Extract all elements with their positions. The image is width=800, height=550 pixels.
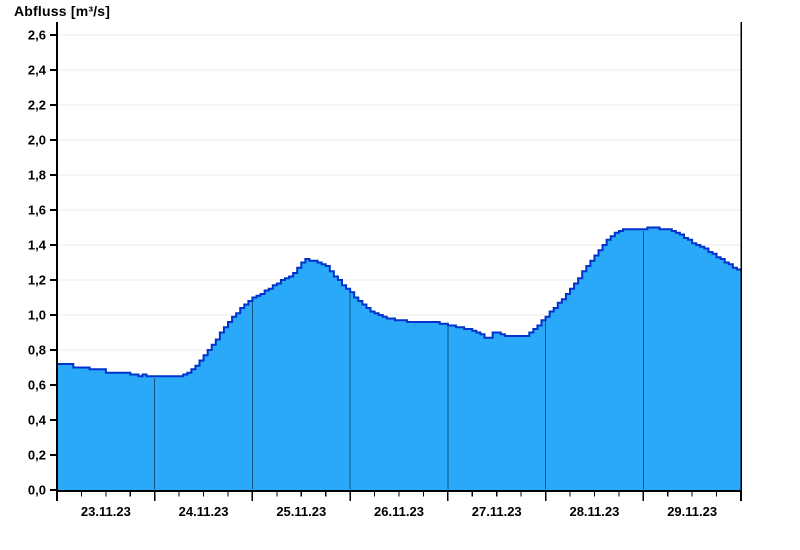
y-tick-label: 1,0 (28, 308, 46, 323)
x-day-label: 23.11.23 (81, 504, 131, 519)
x-day-label: 26.11.23 (374, 504, 424, 519)
chart-title: Abfluss [m³/s] (14, 3, 111, 19)
y-tick-label: 0,2 (28, 448, 46, 463)
y-tick-label: 0,6 (28, 378, 46, 393)
x-day-label: 28.11.23 (569, 504, 619, 519)
y-tick-label: 0,8 (28, 343, 46, 358)
y-tick-label: 1,4 (28, 238, 47, 253)
y-tick-label: 0,0 (28, 483, 46, 498)
y-tick-label: 0,4 (28, 413, 47, 428)
y-tick-label: 1,6 (28, 203, 46, 218)
discharge-area (57, 227, 741, 490)
y-tick-label: 2,4 (28, 63, 47, 78)
x-day-label: 25.11.23 (276, 504, 326, 519)
y-tick-label: 2,2 (28, 98, 46, 113)
y-tick-label: 1,8 (28, 168, 46, 183)
x-day-label: 27.11.23 (472, 504, 522, 519)
y-tick-label: 2,6 (28, 28, 46, 43)
x-day-label: 29.11.23 (667, 504, 717, 519)
discharge-line (57, 226, 742, 378)
y-tick-label: 2,0 (28, 133, 46, 148)
y-tick-label: 1,2 (28, 273, 46, 288)
x-day-label: 24.11.23 (179, 504, 229, 519)
